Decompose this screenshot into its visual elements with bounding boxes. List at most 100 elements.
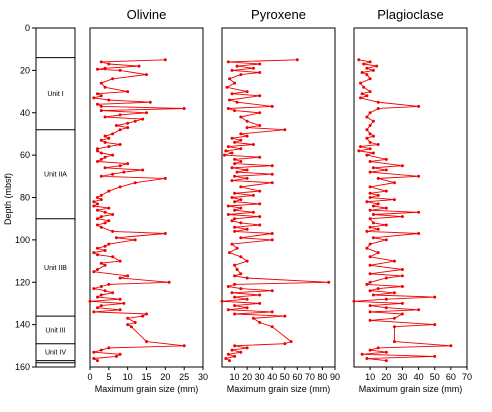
data-point [141,117,145,121]
data-point [99,215,103,219]
panel-plagioclase: Plagioclase 10 20 30 40 50 60 70 Maximum grain s… [352,7,472,394]
data-point [233,274,237,278]
data-point [245,168,249,172]
depth-axis: Depth (mbsf) 0 20 40 60 80 100 120 140 160 [3,23,36,372]
data-point [365,246,369,250]
data-point [376,251,380,255]
data-point [99,94,103,98]
data-point [103,140,107,144]
data-point [368,185,372,189]
depth-tick-label: 0 [25,23,30,33]
data-point [384,238,388,242]
data-point [417,104,421,108]
data-point [384,223,388,227]
data-point [258,62,262,66]
data-point [107,242,111,246]
data-point [96,359,99,363]
data-point [400,215,404,219]
depth-tick-label: 40 [20,108,30,118]
data-point [111,213,115,216]
data-point [371,204,375,208]
data-point [239,287,243,291]
x-tick-label: 30 [397,372,407,382]
data-point [357,58,361,62]
data-point [245,276,249,280]
panel-frame [89,27,204,368]
data-point [233,282,237,286]
data-point [103,244,107,248]
data-point [417,232,421,235]
data-point [233,157,237,161]
data-point [239,73,243,77]
data-point [111,291,115,295]
data-point [258,223,262,227]
data-point [270,325,274,329]
data-point [376,100,380,104]
data-point [251,193,255,197]
data-point [258,293,262,297]
data-point [371,236,375,240]
x-tick-label: 20 [242,372,252,382]
data-point [368,77,372,81]
data-point [400,164,404,168]
data-point [384,206,388,210]
data-point [392,325,396,329]
x-tick-label: 10 [123,372,133,382]
data-point [92,350,96,354]
data-point [145,73,148,77]
data-point [368,124,372,127]
data-point [103,221,107,225]
data-point [118,308,122,312]
data-point [327,280,331,284]
data-point [118,276,122,280]
data-point [228,77,231,81]
x-axis-label: Maximum grain size (mm) [359,384,463,394]
data-point [107,62,111,66]
data-point [99,193,103,197]
data-point [239,138,243,142]
data-point [226,352,230,356]
unit-label: Unit IV [45,350,66,357]
data-point [126,126,130,130]
data-point [145,111,148,115]
data-point [96,67,99,71]
data-point [226,145,230,149]
data-point [392,316,396,320]
data-point [99,157,103,161]
data-point [96,223,99,227]
data-point [368,170,372,174]
depth-tick-label: 20 [20,65,30,75]
data-point [245,126,249,130]
data-point [103,66,107,70]
data-point [99,198,103,202]
data-point [233,354,237,358]
data-point [258,202,262,206]
data-point [107,136,111,140]
data-point [384,359,388,363]
data-point [270,172,274,176]
data-point [114,236,118,240]
data-point [126,162,130,166]
data-point [368,90,372,94]
data-point [258,189,262,193]
data-point [371,166,375,170]
data-point [245,346,249,350]
data-point [368,191,372,195]
data-point [289,340,293,344]
data-point [148,100,152,104]
data-point [99,81,103,85]
data-point [133,119,137,123]
data-point [239,236,243,240]
data-point [96,208,99,212]
data-point [99,174,103,178]
data-point [283,314,287,318]
data-point [92,310,96,314]
data-point [365,229,369,233]
x-tick-label: 25 [179,372,189,382]
depth-tick-label: 140 [15,320,30,330]
grain-size-line [221,59,330,361]
data-point [226,60,230,64]
depth-tick-label: 100 [15,235,30,245]
data-point [96,268,99,271]
data-point [226,107,230,110]
